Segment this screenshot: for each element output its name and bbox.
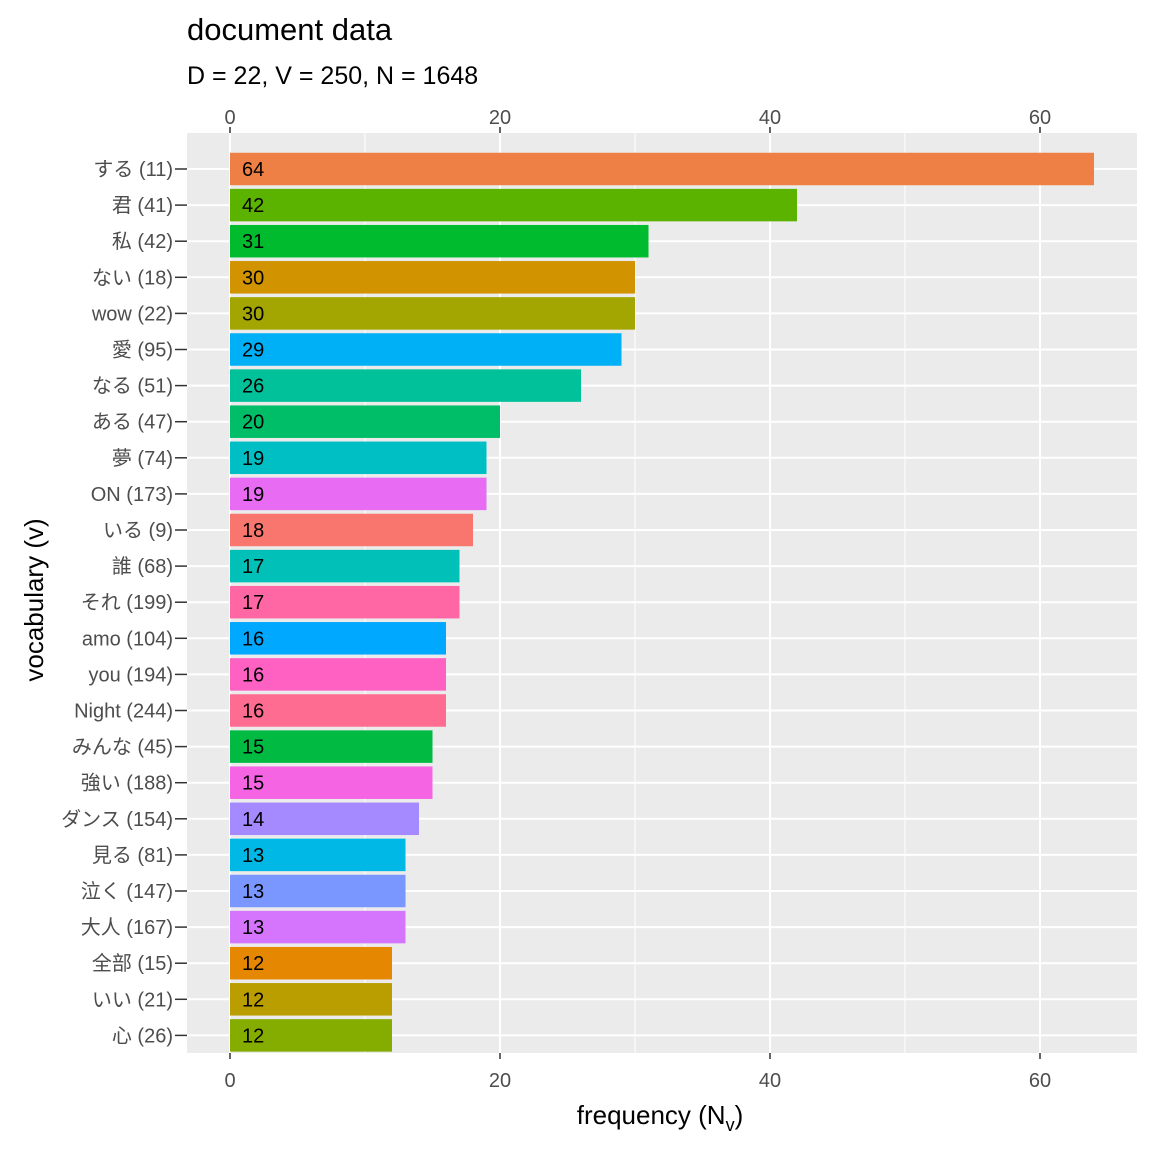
bar: [230, 261, 635, 294]
y-category-label: 全部 (15): [92, 952, 173, 975]
bars: [230, 152, 1094, 1052]
y-category-label: なる (51): [92, 376, 173, 398]
chart-title: document data: [187, 12, 393, 47]
bar: [230, 946, 392, 980]
y-category-label: 見る (81): [92, 845, 173, 867]
bar: [230, 585, 460, 619]
y-category-label: いる (9): [103, 520, 173, 542]
bar-value-label: 19: [242, 448, 264, 470]
bar-value-label: 16: [242, 628, 264, 650]
x-tick-label-top: 0: [224, 107, 235, 129]
bar: [230, 224, 649, 258]
bar-value-label: 18: [242, 520, 264, 542]
bar-value-label: 20: [242, 412, 264, 434]
bar: [230, 766, 433, 799]
bar: [230, 622, 446, 655]
bar: [230, 333, 622, 366]
bar: [230, 910, 406, 944]
x-axis-bottom-ticks: 0 20 40 60: [224, 1053, 1051, 1092]
bar-value-label: 15: [242, 737, 264, 759]
y-category-label: 心 (26): [112, 1025, 173, 1047]
bar-value-label: 16: [242, 664, 264, 686]
bar: [230, 802, 419, 836]
y-category-label: 夢 (74): [112, 447, 173, 470]
x-axis-title-close: ): [735, 1100, 744, 1130]
bar-value-label: 30: [242, 267, 264, 289]
x-tick-label-bottom: 40: [759, 1070, 781, 1092]
y-category-label: amo (104): [82, 628, 173, 650]
y-category-label: ある (47): [92, 412, 173, 434]
bar-value-label: 16: [242, 701, 264, 723]
y-category-label: 大人 (167): [81, 916, 173, 939]
bar-value-label: 15: [242, 773, 264, 795]
x-tick-label-bottom: 0: [224, 1070, 235, 1092]
bar: [230, 297, 635, 330]
bar: [230, 405, 500, 438]
y-category-label: 強い (188): [81, 772, 173, 795]
y-category-label: Night (244): [74, 701, 173, 723]
bar: [230, 441, 487, 475]
bar: [230, 477, 487, 511]
y-category-label: ない (18): [92, 267, 173, 289]
bar: [230, 874, 406, 908]
bar-value-labels: 64 42 31 30 30 29 26 20 19 19 18 17 17 16 16 16 15 15 14 13…: [242, 159, 264, 1047]
bar-value-label: 30: [242, 303, 264, 325]
bar: [230, 513, 473, 547]
bar: [230, 188, 797, 222]
bar: [230, 730, 433, 763]
x-axis-title-subscript: v: [726, 1115, 735, 1135]
bar-value-label: 26: [242, 376, 264, 398]
x-tick-label-top: 20: [489, 107, 511, 129]
y-category-label: する (11): [93, 159, 173, 181]
y-axis-title: vocabulary (v): [19, 518, 49, 681]
y-category-label: ON (173): [91, 484, 173, 506]
y-category-label: いい (21): [92, 989, 173, 1011]
x-tick-label-top: 40: [759, 107, 781, 129]
y-category-label: 私 (42): [112, 230, 173, 253]
bar-value-label: 12: [242, 953, 264, 975]
bar: [230, 152, 1094, 186]
bar-value-label: 31: [242, 231, 264, 253]
bar-value-label: 12: [242, 1025, 264, 1047]
bar-value-label: 13: [242, 845, 264, 867]
y-category-label: 泣く (147): [81, 880, 173, 903]
y-category-label: 愛 (95): [112, 339, 173, 362]
x-axis-title-main: frequency (N: [577, 1100, 726, 1130]
bar-value-label: 17: [242, 592, 264, 614]
chart-subtitle: D = 22, V = 250, N = 1648: [187, 62, 478, 90]
bar-value-label: 17: [242, 556, 264, 578]
bar-value-label: 42: [242, 195, 264, 217]
bar-value-label: 12: [242, 989, 264, 1011]
bar: [230, 983, 392, 1016]
bar: [230, 694, 446, 727]
y-category-label: それ (199): [81, 592, 173, 614]
x-axis-top-ticks: 0 20 40 60: [224, 107, 1051, 133]
bar-value-label: 13: [242, 881, 264, 903]
bar: [230, 658, 446, 691]
bar-value-label: 64: [242, 159, 264, 181]
y-category-label: みんな (45): [72, 737, 173, 759]
x-tick-label-top: 60: [1029, 107, 1051, 129]
y-category-label: 君 (41): [112, 195, 173, 217]
bar-value-label: 14: [242, 809, 264, 831]
bar: [230, 369, 581, 402]
bar-value-label: 19: [242, 484, 264, 506]
y-category-label: 誰 (68): [112, 555, 173, 578]
x-tick-label-bottom: 20: [489, 1070, 511, 1092]
y-category-label: ダンス (154): [61, 808, 173, 831]
y-axis-category-labels: する (11) 君 (41) 私 (42) ない (18) wow (22) 愛 (95)…: [61, 159, 187, 1047]
y-category-label: you (194): [89, 664, 174, 686]
x-tick-label-bottom: 60: [1029, 1070, 1051, 1092]
bar-value-label: 13: [242, 917, 264, 939]
bar-value-label: 29: [242, 340, 264, 362]
y-category-label: wow (22): [91, 303, 173, 325]
bar: [230, 549, 460, 583]
bar: [230, 1019, 392, 1052]
x-axis-title: frequency (Nv): [577, 1100, 744, 1135]
bar: [230, 838, 406, 872]
